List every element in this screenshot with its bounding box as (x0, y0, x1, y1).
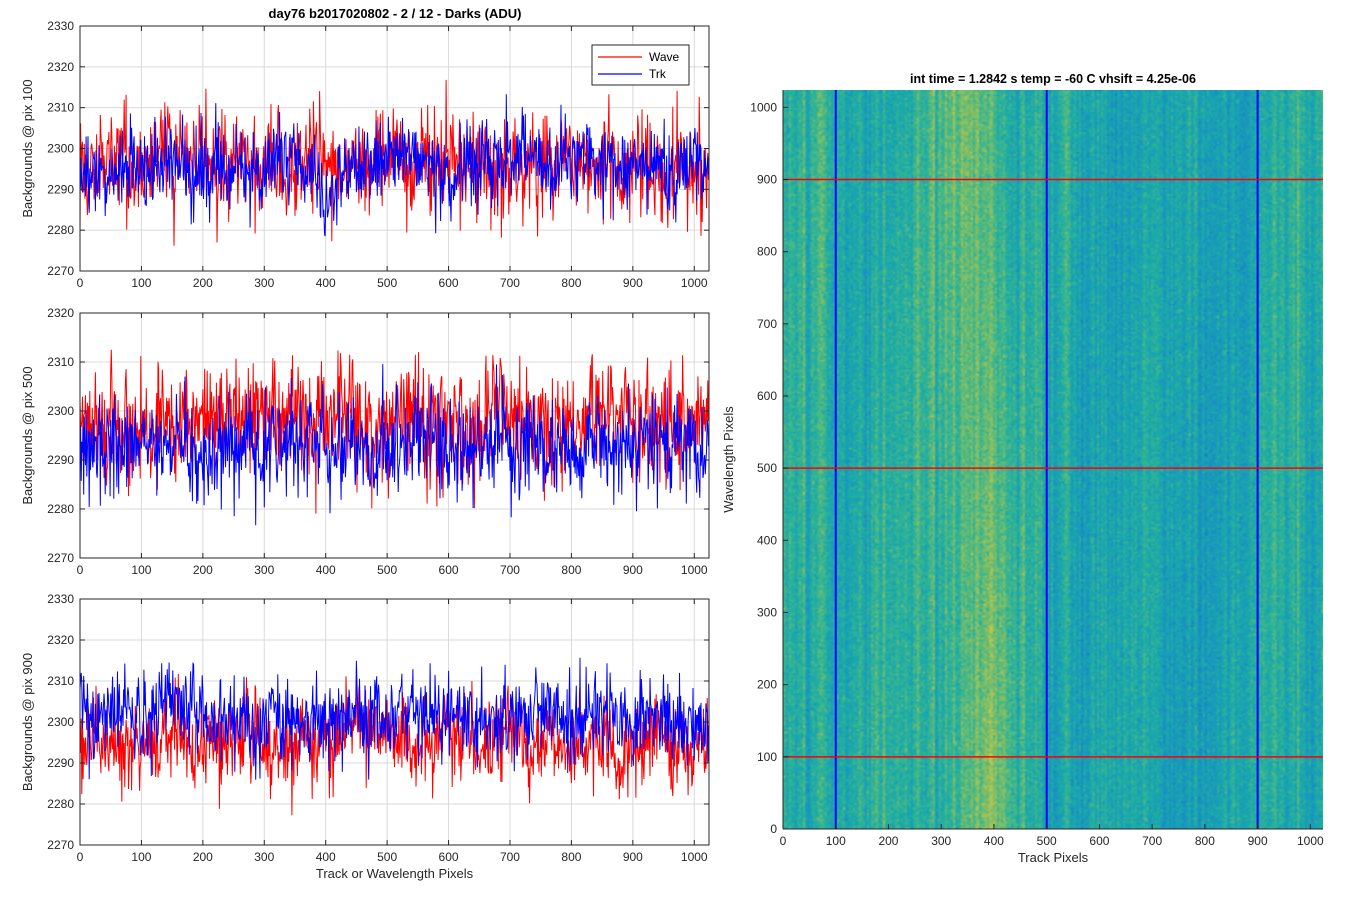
y-tick-label: 2270 (47, 838, 74, 852)
x-tick-label: 800 (1195, 834, 1215, 848)
y-tick-label: 2320 (47, 633, 74, 647)
y-tick-label: 400 (757, 533, 777, 547)
y-tick-label: 2310 (47, 101, 74, 115)
x-tick-label: 600 (439, 276, 459, 290)
x-tick-label: 500 (1037, 834, 1057, 848)
x-tick-label: 0 (77, 850, 84, 864)
y-tick-label: 600 (757, 389, 777, 403)
x-tick-label: 900 (623, 850, 643, 864)
legend: Wave Trk (591, 44, 690, 86)
x-tick-label: 600 (439, 563, 459, 577)
y-tick-label: 2310 (47, 355, 74, 369)
x-tick-label: 200 (193, 563, 213, 577)
x-tick-label: 0 (780, 834, 787, 848)
x-tick-label: 500 (377, 276, 397, 290)
y-tick-label: 200 (757, 678, 777, 692)
series-line-wave (80, 673, 709, 816)
y-tick-label: 2270 (47, 551, 74, 565)
x-tick-label: 700 (500, 850, 520, 864)
y-tick-label: 2310 (47, 674, 74, 688)
y-tick-label: 2320 (47, 60, 74, 74)
x-tick-label: 900 (1248, 834, 1268, 848)
x-tick-label: 300 (254, 850, 274, 864)
x-tick-label: 100 (131, 563, 151, 577)
panel-pix-100: 0 100 200 300 400 500 600 700 800 900 1000 2270 2280… (20, 19, 710, 290)
x-tick-label: 1000 (681, 276, 708, 290)
y-tick-label: 2330 (47, 592, 74, 606)
image-title: int time = 1.2842 s temp = -60 C vhsift … (910, 72, 1196, 86)
y-tick-label: 2290 (47, 453, 74, 467)
x-axis-label: Track or Wavelength Pixels (316, 866, 474, 881)
dark-frame-heatmap (783, 90, 1323, 829)
x-tick-label: 0 (77, 276, 84, 290)
x-tick-label: 100 (131, 850, 151, 864)
y-tick-label: 2300 (47, 142, 74, 156)
y-tick-label: 100 (757, 750, 777, 764)
x-tick-label: 900 (623, 276, 643, 290)
y-tick-label: 500 (757, 461, 777, 475)
y-tick-label: 2290 (47, 182, 74, 196)
x-tick-label: 1000 (1297, 834, 1324, 848)
y-tick-label: 300 (757, 605, 777, 619)
legend-label: Wave (649, 50, 680, 64)
x-tick-label: 1000 (681, 563, 708, 577)
x-tick-label: 400 (984, 834, 1004, 848)
x-tick-label: 500 (377, 850, 397, 864)
x-tick-label: 200 (193, 276, 213, 290)
x-tick-label: 700 (1142, 834, 1162, 848)
series-line-trk (80, 364, 709, 526)
x-tick-label: 100 (131, 276, 151, 290)
y-tick-label: 2320 (47, 306, 74, 320)
y-axis-label: Backgrounds @ pix 900 (20, 653, 35, 791)
x-tick-label: 400 (316, 850, 336, 864)
y-axis-label: Backgrounds @ pix 100 (20, 79, 35, 217)
y-axis-label: Wavelength Pixels (721, 406, 736, 513)
x-tick-label: 400 (316, 276, 336, 290)
x-tick-label: 600 (439, 850, 459, 864)
x-tick-label: 300 (931, 834, 951, 848)
x-tick-label: 300 (254, 276, 274, 290)
panel-pix-900: 0 100 200 300 400 500 600 700 800 900 1000 2270 2280… (20, 592, 710, 881)
y-tick-label: 2330 (47, 19, 74, 33)
y-tick-label: 1000 (750, 100, 777, 114)
x-tick-label: 100 (826, 834, 846, 848)
panel-pix-500: 0 100 200 300 400 500 600 700 800 900 1000 2270 2280… (20, 306, 710, 577)
x-axis-label: Track Pixels (1018, 850, 1089, 865)
x-tick-label: 300 (254, 563, 274, 577)
x-tick-label: 200 (878, 834, 898, 848)
x-tick-label: 800 (561, 850, 581, 864)
y-axis-label: Backgrounds @ pix 500 (20, 366, 35, 504)
x-tick-label: 200 (193, 850, 213, 864)
y-tick-label: 2300 (47, 404, 74, 418)
y-tick-label: 2280 (47, 502, 74, 516)
axes-frame (79, 312, 710, 559)
series-line-trk (80, 94, 709, 237)
x-tick-label: 700 (500, 563, 520, 577)
y-tick-label: 700 (757, 317, 777, 331)
y-tick-label: 0 (770, 822, 777, 836)
y-tick-label: 2300 (47, 715, 74, 729)
x-tick-label: 400 (316, 563, 336, 577)
x-tick-label: 800 (561, 276, 581, 290)
x-tick-label: 600 (1089, 834, 1109, 848)
x-tick-label: 500 (377, 563, 397, 577)
x-tick-label: 900 (623, 563, 643, 577)
x-tick-label: 0 (77, 563, 84, 577)
legend-box (591, 44, 690, 86)
y-tick-label: 2290 (47, 756, 74, 770)
figure-title: day76 b2017020802 - 2 / 12 - Darks (ADU) (269, 6, 522, 21)
legend-label: Trk (649, 67, 667, 81)
series-line-trk (80, 657, 709, 780)
y-tick-label: 2270 (47, 264, 74, 278)
y-tick-label: 2280 (47, 797, 74, 811)
y-tick-label: 2280 (47, 223, 74, 237)
y-tick-label: 900 (757, 172, 777, 186)
x-tick-label: 1000 (681, 850, 708, 864)
x-tick-label: 800 (561, 563, 581, 577)
dark-frame-image-panel: 0 100 200 300 400 500 600 700 800 900 1000 0 100 200 3… (721, 72, 1324, 865)
y-tick-label: 800 (757, 245, 777, 259)
x-tick-label: 700 (500, 276, 520, 290)
